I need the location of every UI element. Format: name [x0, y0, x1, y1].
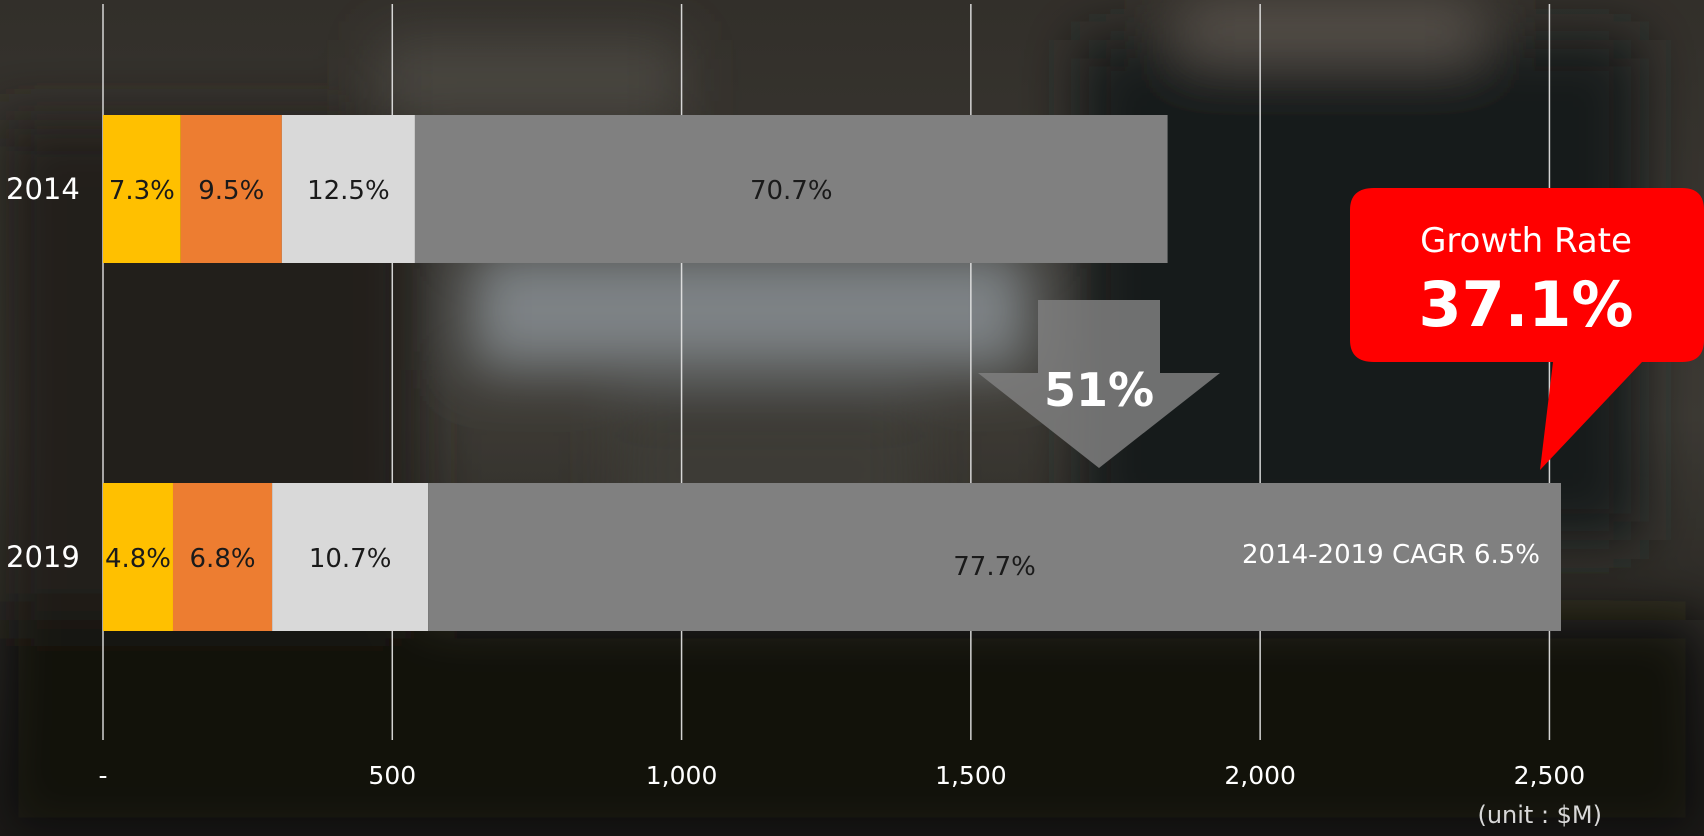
segment-label-2019-3: 10.7%	[309, 544, 392, 574]
arrow-value-label: 51%	[1044, 363, 1154, 417]
callout-title: Growth Rate	[1420, 221, 1632, 261]
segment-label-2014-3: 12.5%	[307, 176, 390, 206]
growth-rate-callout: Growth Rate 37.1%	[1350, 188, 1704, 470]
x-axis-tick-labels: - 500 1,000 1,500 2,000 2,500	[98, 761, 1585, 790]
segment-label-2019-4: 77.7%	[953, 552, 1036, 582]
bar-2014-segment-2	[180, 115, 282, 263]
segment-label-2014-1: 7.3%	[109, 176, 175, 206]
bar-2014-segment-1	[103, 115, 181, 263]
category-label-2019: 2019	[6, 540, 80, 574]
bar-2014-segment-3	[281, 115, 415, 263]
growth-arrow: 51%	[978, 300, 1220, 468]
segment-labels: 7.3% 9.5% 12.5% 70.7% 4.8% 6.8% 10.7% 77.7%	[105, 176, 1036, 582]
segment-label-2019-2: 6.8%	[190, 544, 256, 574]
x-tick-label-1: 500	[368, 761, 416, 790]
x-tick-label-4: 2,000	[1224, 761, 1296, 790]
unit-label: (unit : $M)	[1477, 801, 1602, 829]
cagr-label: 2014-2019 CAGR 6.5%	[1242, 540, 1540, 570]
callout-value: 37.1%	[1418, 268, 1633, 341]
bar-2019-segment-4	[428, 483, 1561, 631]
category-labels: 2014 2019	[6, 172, 80, 574]
down-arrow-shape	[978, 300, 1220, 468]
segment-label-2014-4: 70.7%	[750, 176, 833, 206]
bar-2019-segment-3	[272, 483, 429, 631]
bars	[103, 115, 1561, 631]
callout-bubble	[1350, 188, 1704, 470]
category-label-2014: 2014	[6, 172, 80, 206]
segment-label-2019-1: 4.8%	[105, 544, 171, 574]
bar-2014-segment-4	[414, 115, 1168, 263]
x-tick-label-3: 1,500	[935, 761, 1007, 790]
segment-label-2014-2: 9.5%	[198, 176, 264, 206]
bar-2019-segment-1	[103, 483, 173, 631]
x-tick-label-5: 2,500	[1514, 761, 1586, 790]
x-tick-label-2: 1,000	[646, 761, 718, 790]
bar-2019-segment-2	[172, 483, 273, 631]
x-tick-label-0: -	[98, 761, 107, 790]
